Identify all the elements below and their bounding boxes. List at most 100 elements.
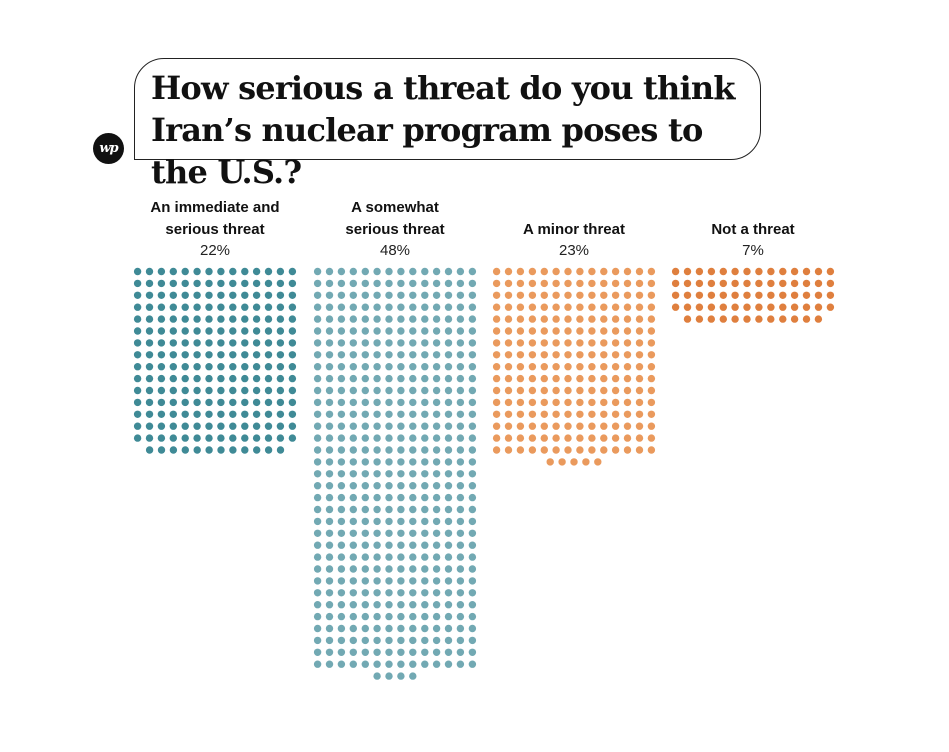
dot xyxy=(421,505,429,514)
dot xyxy=(707,303,716,311)
dot xyxy=(229,291,237,299)
dot xyxy=(600,434,608,442)
dot xyxy=(169,363,177,371)
dot xyxy=(552,267,560,276)
dot xyxy=(432,482,441,490)
dot xyxy=(252,410,261,418)
dot xyxy=(468,493,477,502)
dot xyxy=(552,315,560,323)
dot xyxy=(205,374,213,383)
dot xyxy=(288,386,297,395)
dot xyxy=(743,267,751,276)
dot xyxy=(492,398,501,407)
dot xyxy=(623,291,632,299)
dot xyxy=(421,577,429,585)
dot xyxy=(145,351,154,359)
dot xyxy=(528,422,537,430)
dot xyxy=(635,315,644,323)
dot xyxy=(456,374,465,383)
dot xyxy=(133,267,142,276)
dot xyxy=(193,363,201,371)
dot xyxy=(181,446,189,454)
dot xyxy=(205,291,213,299)
dot xyxy=(349,327,357,335)
dot xyxy=(264,446,273,454)
dot xyxy=(313,303,322,311)
dot xyxy=(276,267,285,276)
dot xyxy=(373,410,381,418)
dot xyxy=(373,482,381,490)
dot xyxy=(313,529,322,537)
dot xyxy=(361,363,369,371)
dot xyxy=(540,351,548,359)
dot xyxy=(169,327,177,335)
dot xyxy=(325,577,334,585)
dot xyxy=(157,434,166,442)
dot xyxy=(623,374,632,383)
dot xyxy=(456,446,465,454)
dot xyxy=(337,410,346,418)
dot xyxy=(361,434,369,442)
dot xyxy=(516,291,525,299)
dot xyxy=(456,410,465,418)
dot xyxy=(444,517,453,526)
dot xyxy=(133,363,142,371)
dot xyxy=(193,279,201,288)
dot xyxy=(767,279,775,288)
dot xyxy=(552,327,560,335)
category-label-line: serious threat xyxy=(165,221,265,238)
dot xyxy=(588,398,596,407)
dot xyxy=(181,339,189,347)
category-label-line: Not a threat xyxy=(711,221,795,238)
dot xyxy=(409,648,417,656)
dot xyxy=(313,339,322,347)
dot xyxy=(444,660,453,668)
dot xyxy=(647,315,656,323)
dot xyxy=(361,422,369,430)
dot xyxy=(385,601,393,609)
dot xyxy=(193,374,201,383)
dot xyxy=(767,315,775,323)
dot xyxy=(181,267,189,276)
dot xyxy=(385,672,393,680)
dot xyxy=(217,303,225,311)
dot xyxy=(456,517,465,526)
dot xyxy=(181,363,189,371)
dot xyxy=(468,374,477,383)
dot xyxy=(468,422,477,430)
dot xyxy=(325,386,334,395)
dot xyxy=(133,315,142,323)
dot xyxy=(576,267,584,276)
dot xyxy=(432,541,441,549)
dot xyxy=(288,374,297,383)
dot xyxy=(516,422,525,430)
dot xyxy=(611,291,620,299)
dot xyxy=(313,446,322,454)
dot xyxy=(181,422,189,430)
dot xyxy=(264,410,273,418)
dot xyxy=(564,398,572,407)
dot xyxy=(588,291,596,299)
dot xyxy=(444,291,453,299)
dot xyxy=(444,541,453,549)
dot xyxy=(145,398,154,407)
dot xyxy=(468,327,477,335)
dot xyxy=(349,374,357,383)
dot xyxy=(313,363,322,371)
dot xyxy=(409,553,417,561)
dot xyxy=(611,386,620,395)
category-label-line: A somewhat xyxy=(351,199,439,216)
dot xyxy=(528,363,537,371)
dot xyxy=(385,351,393,359)
dot xyxy=(444,482,453,490)
dot xyxy=(611,315,620,323)
dot xyxy=(288,279,297,288)
dot xyxy=(349,505,357,514)
dot xyxy=(157,351,166,359)
dot xyxy=(456,339,465,347)
dot xyxy=(205,303,213,311)
dot xyxy=(337,493,346,502)
dot xyxy=(313,279,322,288)
dot xyxy=(623,279,632,288)
